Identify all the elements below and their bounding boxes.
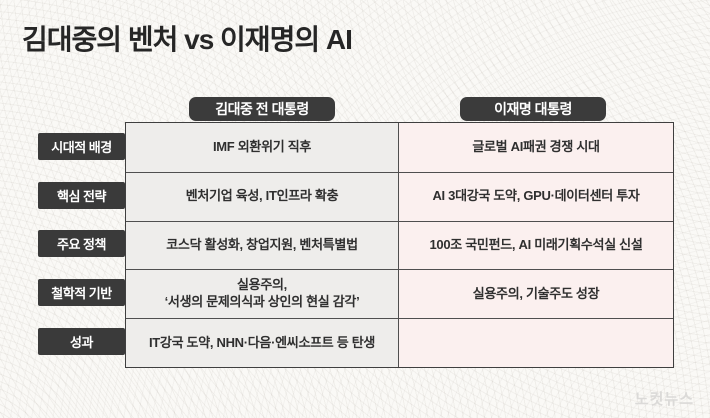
cell-strategy-kim: 벤처기업 육성, IT인프라 확충 (126, 171, 398, 221)
row-label-philosophy: 철학적 기반 (38, 279, 125, 307)
row-label-policy: 주요 정책 (38, 230, 125, 258)
cell-philosophy-lee: 실용주의, 기술주도 성장 (398, 269, 673, 319)
row-label-column: 시대적 배경 핵심 전략 주요 정책 철학적 기반 성과 (38, 122, 125, 366)
cell-philosophy-kim: 실용주의, ‘서생의 문제의식과 상인의 현실 감각’ (126, 269, 398, 319)
cell-policy-kim: 코스닥 활성화, 창업지원, 벤처특별법 (126, 220, 398, 270)
cell-era-lee: 글로벌 AI패권 경쟁 시대 (398, 123, 673, 172)
cell-strategy-lee: AI 3대강국 도약, GPU·데이터센터 투자 (398, 171, 673, 221)
cell-results-lee (398, 318, 673, 367)
cell-policy-lee: 100조 국민펀드, AI 미래기획수석실 신설 (398, 220, 673, 270)
cell-results-kim: IT강국 도약, NHN·다음·엔씨소프트 등 탄생 (126, 318, 398, 367)
cell-era-kim: IMF 외환위기 직후 (126, 123, 398, 172)
nocutnews-watermark-logo: 노컷뉴스 (634, 391, 694, 408)
column-header-kim-dae-jung: 김대중 전 대통령 (189, 97, 335, 121)
column-header-lee-jae-myung: 이재명 대통령 (460, 97, 606, 121)
page-title: 김대중의 벤처 vs 이재명의 AI (22, 24, 353, 55)
row-label-results: 성과 (38, 328, 125, 356)
comparison-table: IMF 외환위기 직후 글로벌 AI패권 경쟁 시대 벤처기업 육성, IT인프… (125, 122, 674, 368)
row-label-era: 시대적 배경 (38, 132, 125, 160)
row-label-strategy: 핵심 전략 (38, 181, 125, 209)
